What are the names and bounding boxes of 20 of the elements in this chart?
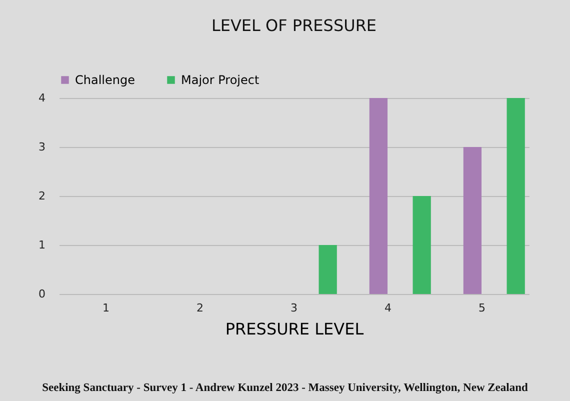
y-tick-label: 1	[38, 238, 46, 252]
y-tick-label: 2	[38, 190, 46, 202]
bar	[412, 196, 431, 294]
chart-title: LEVEL OF PRESSURE	[211, 16, 377, 35]
x-tick-label: 1	[102, 302, 110, 314]
bar	[463, 147, 482, 294]
bar	[318, 245, 337, 294]
bar	[369, 98, 388, 294]
text: Seeking Sanctuary - Survey 1 - Andrew Kunzel 2023 - Massey University, Wellington, New Zealand	[41, 382, 529, 394]
x-tick-label: 3	[290, 302, 298, 314]
y-tick-label: 0	[38, 288, 46, 300]
x-axis-title: PRESSURE LEVEL	[225, 320, 364, 338]
y-tick-label: 4	[38, 92, 46, 104]
y-tick-label: 3	[38, 140, 46, 154]
x-tick-label: 2	[196, 302, 204, 314]
x-tick-label: 5	[478, 302, 486, 314]
x-tick-label: 4	[384, 302, 392, 314]
bar	[506, 98, 525, 294]
legend-label: Challenge	[75, 73, 135, 87]
legend-label: Major Project	[181, 73, 260, 87]
